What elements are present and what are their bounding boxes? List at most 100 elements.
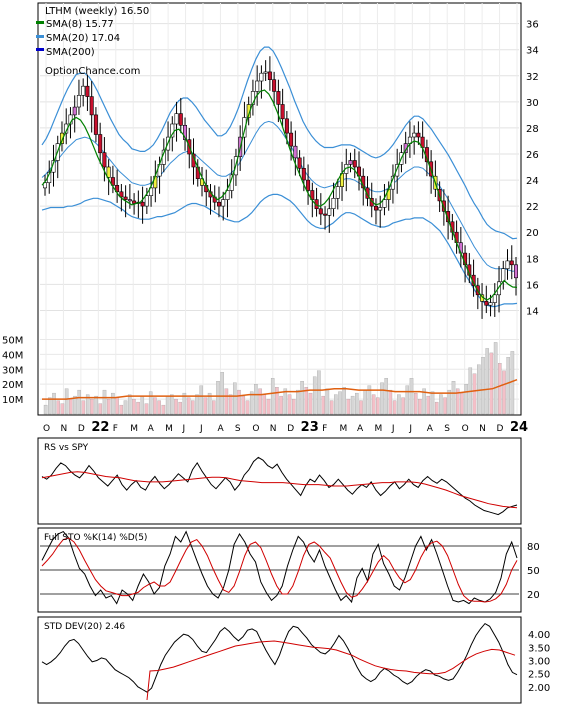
volume-bar bbox=[258, 388, 262, 415]
volume-bar bbox=[325, 388, 330, 415]
std-panel-label: STD DEV(20) 2.46 bbox=[44, 622, 125, 632]
year-label: 24 bbox=[510, 420, 528, 435]
month-label: O bbox=[462, 424, 469, 434]
sto-d-line bbox=[41, 537, 518, 603]
std-tick-label: 3.50 bbox=[528, 643, 550, 654]
candle-body bbox=[183, 125, 188, 140]
volume-bar bbox=[443, 397, 447, 415]
volume-bar bbox=[186, 397, 191, 415]
candle-body bbox=[327, 208, 332, 216]
candle-body bbox=[119, 191, 124, 198]
candle-body bbox=[488, 302, 493, 306]
volume-bar bbox=[405, 385, 410, 415]
month-label: A bbox=[217, 424, 224, 434]
candle-body bbox=[293, 145, 298, 159]
volume-bar bbox=[174, 398, 178, 415]
month-label: A bbox=[148, 424, 155, 434]
volume-bar bbox=[283, 388, 288, 415]
volume-bar bbox=[334, 394, 338, 415]
sma8-line bbox=[41, 89, 518, 301]
month-label: M bbox=[340, 424, 348, 434]
price-tick-label: 30 bbox=[526, 98, 539, 109]
candle-body bbox=[174, 113, 179, 125]
price-tick-label: 14 bbox=[526, 306, 539, 317]
volume-bar bbox=[249, 391, 254, 415]
volume-bar bbox=[199, 385, 203, 415]
candle-body bbox=[335, 186, 340, 199]
candle-body bbox=[352, 160, 357, 168]
volume-bar bbox=[81, 400, 86, 415]
volume-bar bbox=[300, 381, 304, 415]
month-label: D bbox=[497, 424, 504, 434]
candle-body bbox=[492, 294, 497, 303]
volume-bar bbox=[308, 392, 313, 415]
std-tick-label: 4.00 bbox=[528, 630, 550, 641]
month-label: M bbox=[165, 424, 173, 434]
volume-bar bbox=[329, 400, 334, 415]
volume-bar bbox=[140, 395, 145, 415]
price-tick-label: 24 bbox=[526, 176, 539, 187]
candle-body bbox=[76, 95, 81, 108]
volume-bar bbox=[270, 378, 275, 415]
month-label: O bbox=[252, 424, 259, 434]
volume-bar bbox=[304, 387, 309, 415]
volume-bar bbox=[43, 404, 48, 415]
volume-bar bbox=[52, 392, 56, 415]
volume-bar bbox=[493, 342, 498, 415]
price-panel-frame bbox=[37, 2, 522, 416]
candle-body bbox=[318, 208, 323, 215]
volume-bar bbox=[119, 404, 124, 415]
candle-body bbox=[85, 85, 90, 97]
volume-bar bbox=[350, 395, 355, 415]
candle-body bbox=[59, 132, 64, 144]
volume-bar bbox=[170, 394, 174, 415]
volume-bar bbox=[69, 398, 73, 415]
candle-body bbox=[140, 201, 145, 207]
candle-body bbox=[331, 198, 336, 210]
candle-body bbox=[301, 168, 306, 181]
candle-body bbox=[144, 195, 149, 207]
volume-bar bbox=[178, 401, 182, 415]
candle-body bbox=[89, 96, 94, 116]
month-label: M bbox=[130, 424, 138, 434]
volume-bar bbox=[216, 381, 220, 415]
volume-bar bbox=[115, 397, 119, 415]
price-tick-label: 36 bbox=[526, 20, 539, 31]
volume-bar bbox=[380, 382, 384, 415]
sto-tick-label: 50 bbox=[527, 566, 540, 577]
bollinger-upper-line bbox=[41, 46, 518, 240]
volume-bar bbox=[376, 397, 380, 415]
volume-bar bbox=[165, 395, 170, 415]
price-tick-label: 34 bbox=[526, 46, 539, 57]
volume-bar bbox=[422, 388, 426, 415]
std-tick-label: 2.50 bbox=[528, 670, 550, 681]
volume-bar bbox=[472, 373, 477, 415]
month-label: D bbox=[287, 424, 294, 434]
candle-body bbox=[395, 164, 400, 177]
volume-bar bbox=[94, 395, 98, 415]
volume-bar bbox=[191, 400, 195, 415]
volume-bar bbox=[291, 398, 296, 415]
candle-body bbox=[484, 300, 489, 306]
brand-label: OptionChance.com bbox=[45, 66, 140, 77]
volume-bar bbox=[317, 370, 321, 415]
candle-body bbox=[242, 117, 247, 138]
volume-bar bbox=[233, 382, 237, 415]
month-label: O bbox=[43, 424, 50, 434]
std-tick-label: 3.00 bbox=[528, 657, 550, 668]
std-dev-line bbox=[41, 622, 518, 693]
month-label: N bbox=[479, 424, 486, 434]
price-tick-label: 20 bbox=[526, 228, 539, 239]
volume-bar bbox=[481, 357, 485, 415]
candle-body bbox=[446, 211, 451, 223]
std-panel-frame bbox=[37, 616, 522, 704]
volume-bar bbox=[477, 364, 481, 415]
candle-body bbox=[276, 91, 281, 105]
month-label: A bbox=[357, 424, 364, 434]
volume-bar bbox=[195, 394, 199, 415]
candle-body bbox=[284, 118, 289, 134]
volume-bar bbox=[56, 400, 60, 415]
month-label: N bbox=[60, 424, 67, 434]
volume-bar bbox=[111, 392, 115, 415]
